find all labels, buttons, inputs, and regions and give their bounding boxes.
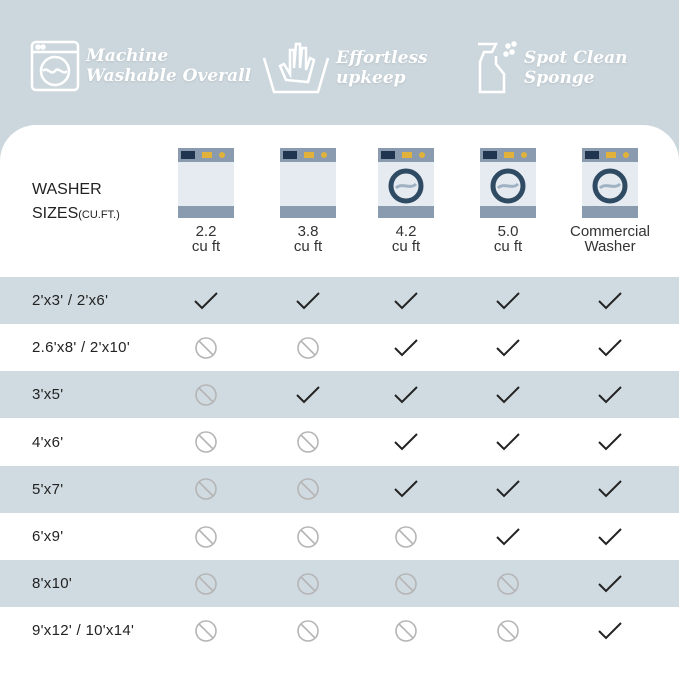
check-icon [590,380,630,410]
washer-icon [280,148,336,218]
check-icon [386,286,426,316]
table-row: 9'x12' / 10'x14' [0,607,679,654]
washer-capacity-label: 3.8 cu ft [293,223,323,255]
table-row: 2.6'x8' / 2'x10' [0,324,679,371]
check-icon [590,427,630,457]
not-compatible-icon [288,474,328,504]
not-compatible-icon [288,616,328,646]
rug-size: 8'x10' [32,575,73,593]
washer-column: Commercial Washer [562,148,658,254]
washing-machine-icon [30,40,80,92]
feature-machine-washable: Machine Washable Overall [30,40,251,92]
not-compatible-icon [186,616,226,646]
feature-spot-clean: Spot Clean Sponge [474,40,627,96]
table-row: 5'x7' [0,465,679,513]
feature-line: Washable Overall [86,66,252,86]
spray-bottle-icon [478,41,517,94]
washer-capacity-label: 2.2 cu ft [191,223,221,255]
rug-size: 4'x6' [32,433,64,451]
table-row: 3'x5' [0,371,679,419]
not-compatible-icon [288,427,328,457]
feature-line: upkeep [336,68,406,88]
check-icon [186,286,226,316]
feature-line: Effortless [336,48,428,68]
check-icon [488,474,528,504]
washer-capacity-label: Commercial Washer [569,223,650,255]
check-icon [488,333,528,363]
rug-size: 9'x12' / 10'x14' [32,622,135,640]
header-line: WASHER [32,181,102,198]
feature-line: Spot Clean [524,48,628,68]
check-icon [590,333,630,363]
check-icon [386,333,426,363]
check-icon [488,286,528,316]
check-icon [488,380,528,410]
check-icon [386,427,426,457]
not-compatible-icon [186,474,226,504]
rug-size: 2.6'x8' / 2'x10' [32,339,130,357]
not-compatible-icon [186,522,226,552]
not-compatible-icon [186,333,226,363]
feature-effortless: Effortless upkeep [262,40,428,96]
check-icon [590,569,630,599]
not-compatible-icon [288,569,328,599]
washer-capacity-label: 4.2 cu ft [391,223,421,255]
table-row: 6'x9' [0,513,679,560]
not-compatible-icon [488,616,528,646]
table-row: 4'x6' [0,419,679,466]
not-compatible-icon [186,569,226,599]
rug-size: 2'x3' / 2'x6' [32,292,109,309]
check-icon [590,474,630,504]
washer-column: 3.8 cu ft [260,148,356,254]
not-compatible-icon [288,522,328,552]
check-icon [488,522,528,552]
header-line: SIZES [32,205,79,222]
washer-icon [480,148,536,218]
rug-size: 5'x7' [32,480,64,498]
not-compatible-icon [386,616,426,646]
not-compatible-icon [386,569,426,599]
rug-size: 6'x9' [32,528,64,545]
check-icon [288,380,328,410]
check-icon [590,286,630,316]
not-compatible-icon [186,380,226,410]
not-compatible-icon [488,569,528,599]
check-icon [386,380,426,410]
table-row: 2'x3' / 2'x6' [0,277,679,324]
rug-size: 3'x5' [32,386,64,404]
washer-column: 4.2 cu ft [358,148,454,254]
washer-capacity-label: 5.0 cu ft [493,223,523,255]
washer-icon [378,148,434,218]
washer-column: 5.0 cu ft [460,148,556,254]
feature-line: Sponge [524,68,595,88]
washer-sizes-header: WASHER SIZES(CU.FT.) [32,178,120,227]
washer-icon [178,148,234,218]
check-icon [488,427,528,457]
check-icon [590,522,630,552]
check-icon [288,286,328,316]
table-row: 8'x10' [0,560,679,608]
check-icon [590,616,630,646]
not-compatible-icon [386,522,426,552]
header-unit: (CU.FT.) [78,209,120,221]
not-compatible-icon [288,333,328,363]
washer-icon [582,148,638,218]
feature-line: Machine [86,46,169,66]
check-icon [386,474,426,504]
not-compatible-icon [186,427,226,457]
hand-wash-icon [262,42,330,94]
washer-column: 2.2 cu ft [158,148,254,254]
